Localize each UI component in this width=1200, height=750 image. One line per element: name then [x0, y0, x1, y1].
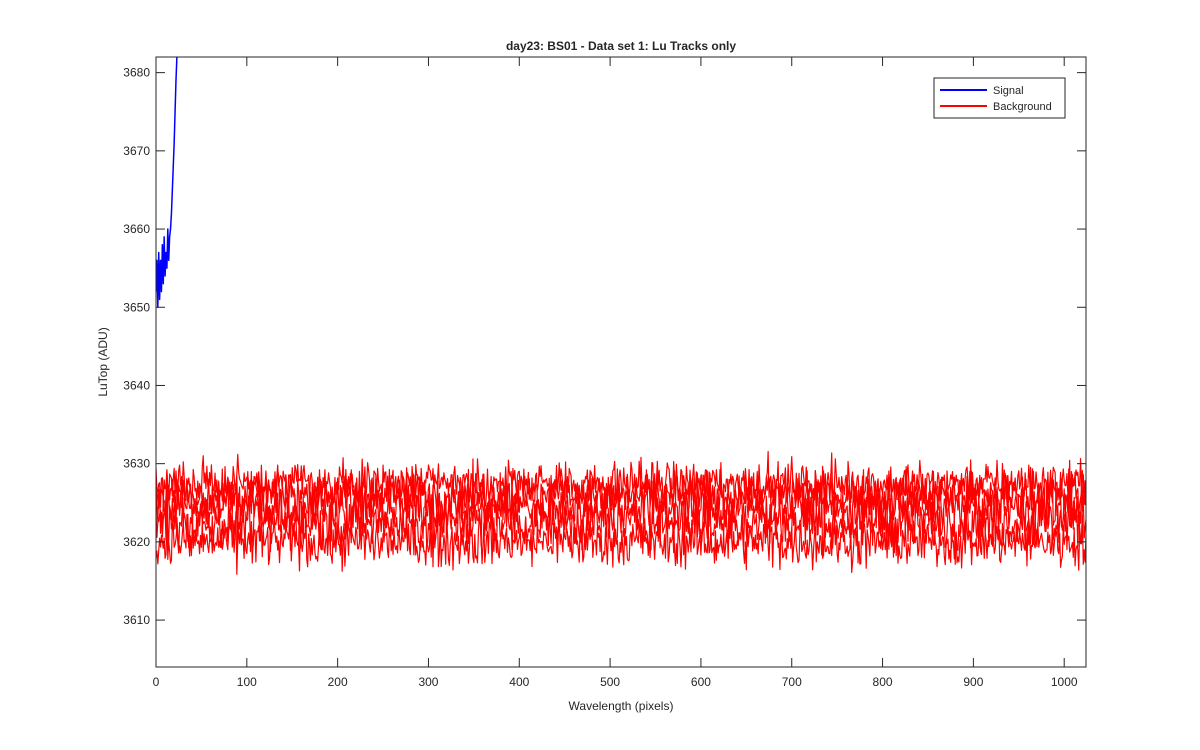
x-tick-label: 200	[328, 675, 348, 689]
x-tick-label: 300	[418, 675, 438, 689]
y-tick-label: 3640	[123, 378, 150, 392]
y-tick-label: 3630	[123, 457, 150, 471]
background-line-4	[156, 504, 1086, 575]
y-tick-label: 3670	[123, 144, 150, 158]
x-tick-label: 1000	[1051, 675, 1078, 689]
x-tick-label: 400	[509, 675, 529, 689]
x-tick-label: 800	[873, 675, 893, 689]
y-tick-label: 3660	[123, 222, 150, 236]
x-axis-label: Wavelength (pixels)	[569, 699, 674, 713]
legend: Signal Background	[933, 77, 1066, 119]
legend-label-background: Background	[993, 101, 1052, 113]
background-line-0	[156, 450, 1086, 512]
chart-title: day23: BS01 - Data set 1: Lu Tracks only	[506, 39, 736, 53]
y-axis-label: LuTop (ADU)	[96, 327, 110, 396]
background-line-2	[156, 468, 1086, 544]
x-tick-label: 600	[691, 675, 711, 689]
legend-box	[933, 77, 1066, 119]
x-tick-label: 100	[237, 675, 257, 689]
y-tick-label: 3610	[123, 613, 150, 627]
x-tick-label: 0	[153, 675, 160, 689]
plot-area	[156, 57, 1086, 667]
y-tick-label: 3680	[123, 66, 150, 80]
plot-frame	[155, 56, 1087, 668]
background-line-3	[156, 483, 1086, 566]
signal-line	[156, 57, 178, 309]
y-tick-label: 3620	[123, 535, 150, 549]
series-layer	[156, 57, 1086, 575]
x-tick-label: 900	[963, 675, 983, 689]
legend-label-signal: Signal	[993, 85, 1024, 97]
x-tick-label: 500	[600, 675, 620, 689]
y-tick-label: 3650	[123, 300, 150, 314]
axes-layer: 0 100 200 300 400 500 600 700 800 900 1000 3610 3620…	[123, 57, 1086, 689]
x-tick-label: 700	[782, 675, 802, 689]
